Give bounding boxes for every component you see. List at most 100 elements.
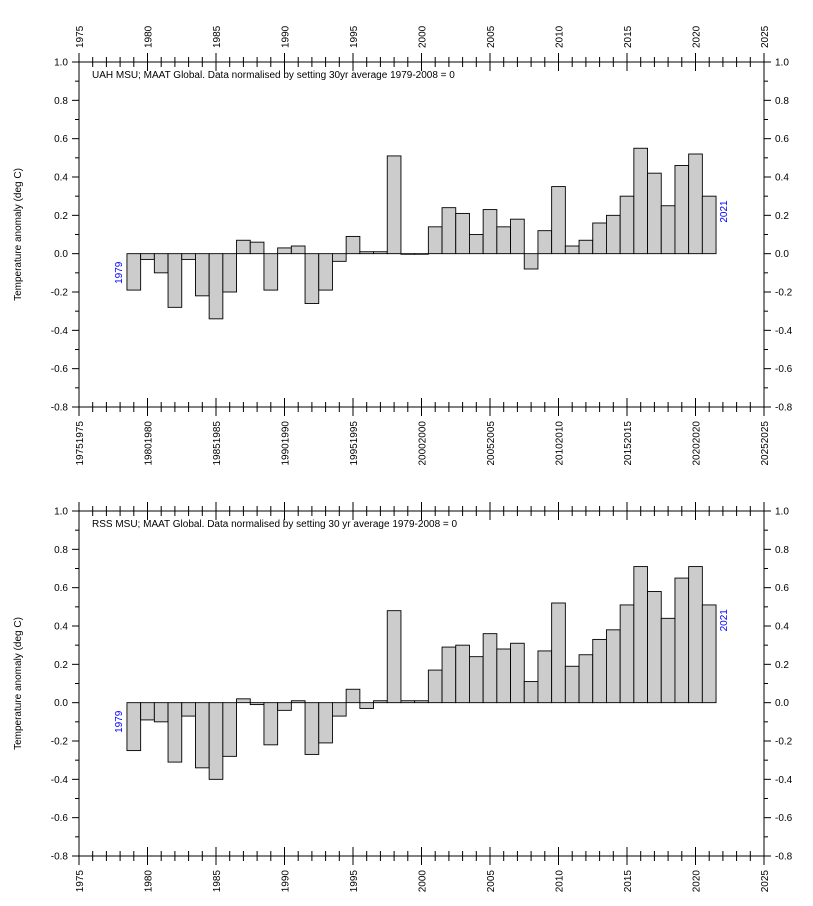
bar-2018 bbox=[660, 205, 676, 255]
bar-1999 bbox=[400, 253, 416, 255]
bar-1995 bbox=[345, 235, 361, 255]
bar-2011 bbox=[564, 665, 580, 704]
y-tick-label-right: 0.0 bbox=[775, 249, 789, 260]
bar-2017 bbox=[647, 591, 662, 704]
y-tick-label: 0.8 bbox=[54, 96, 68, 107]
y-tick-label: 0.2 bbox=[54, 211, 68, 222]
bar-1984 bbox=[194, 702, 210, 769]
x-tick-label-bottom: 1990 bbox=[281, 870, 292, 893]
bar-2021 bbox=[701, 195, 717, 255]
x-tick-label-top: 1980 bbox=[144, 25, 155, 48]
bar-2019 bbox=[674, 165, 690, 255]
bar-1980 bbox=[140, 702, 155, 721]
y-tick-label-right: 0.8 bbox=[775, 545, 789, 556]
y-tick-label: -0.4 bbox=[51, 775, 69, 786]
y-tick-label-right: -0.6 bbox=[775, 813, 793, 824]
bar-1979 bbox=[126, 702, 142, 752]
x-tick-label-bottom: 2005 bbox=[486, 870, 497, 893]
bar-1985 bbox=[208, 702, 224, 780]
y-tick-label: 0.6 bbox=[54, 134, 68, 145]
y-tick-label-right: -0.4 bbox=[775, 326, 793, 337]
y-tick-label-right: 0.2 bbox=[775, 211, 789, 222]
x-tick-label-bottom: 20102010 bbox=[555, 421, 566, 466]
y-tick-label: 0.6 bbox=[54, 583, 68, 594]
x-tick-label-bottom: 20202020 bbox=[692, 421, 703, 466]
bar-2012 bbox=[578, 239, 594, 255]
x-tick-label-bottom: 2010 bbox=[555, 870, 566, 893]
x-tick-label-top: 2015 bbox=[623, 25, 634, 48]
bar-2001 bbox=[427, 669, 443, 704]
bar-2003 bbox=[455, 212, 470, 255]
bar-1998 bbox=[386, 610, 402, 704]
y-tick-label: 0.4 bbox=[54, 173, 68, 184]
y-tick-label: -0.2 bbox=[51, 288, 69, 299]
start-year-label: 1979 bbox=[114, 710, 125, 733]
x-tick-label-bottom: 2020 bbox=[692, 870, 703, 893]
bar-2002 bbox=[441, 646, 457, 704]
x-tick-label-bottom: 19751975 bbox=[75, 421, 86, 466]
y-tick-label-right: -0.2 bbox=[775, 737, 793, 748]
x-tick-label-bottom: 2000 bbox=[418, 870, 429, 893]
y-tick-label: 1.0 bbox=[54, 58, 68, 69]
bar-2017 bbox=[647, 172, 662, 255]
y-axis-label: Temperature anomaly (deg C) bbox=[13, 168, 24, 301]
bar-1994 bbox=[332, 253, 347, 262]
bar-2007 bbox=[510, 218, 525, 255]
bar-1981 bbox=[153, 253, 169, 274]
y-tick-label-right: 0.6 bbox=[775, 134, 789, 145]
chart-title: UAH MSU; MAAT Global. Data normalised by… bbox=[92, 70, 455, 81]
x-tick-label-bottom: 19801980 bbox=[144, 421, 155, 466]
bar-2006 bbox=[496, 648, 512, 704]
y-tick-label-right: -0.8 bbox=[775, 403, 793, 414]
bar-2016 bbox=[633, 566, 648, 704]
bar-1995 bbox=[345, 688, 361, 704]
bar-1985 bbox=[208, 253, 224, 320]
bar-2020 bbox=[688, 153, 703, 255]
y-tick-label: -0.8 bbox=[51, 852, 69, 863]
bar-1988 bbox=[249, 241, 265, 255]
bar-2004 bbox=[469, 234, 484, 255]
bar-2000 bbox=[414, 253, 429, 255]
y-tick-label-right: 0.6 bbox=[775, 583, 789, 594]
bar-1990 bbox=[277, 702, 292, 711]
x-tick-label-bottom: 2025 bbox=[760, 870, 771, 893]
x-tick-label-top: 2020 bbox=[692, 25, 703, 48]
bar-2005 bbox=[482, 209, 498, 255]
y-tick-label: -0.8 bbox=[51, 403, 69, 414]
bar-1993 bbox=[318, 702, 333, 744]
bar-1982 bbox=[167, 253, 183, 308]
x-tick-label-bottom: 2015 bbox=[623, 870, 634, 893]
y-tick-label: -0.2 bbox=[51, 737, 69, 748]
bar-1979 bbox=[126, 253, 142, 291]
bar-2012 bbox=[578, 654, 594, 704]
bar-2013 bbox=[592, 222, 607, 255]
end-year-label: 2021 bbox=[719, 609, 730, 632]
y-tick-label: 0.2 bbox=[54, 660, 68, 671]
bar-1991 bbox=[290, 700, 306, 704]
bar-1982 bbox=[167, 702, 183, 763]
x-tick-label-bottom: 1995 bbox=[349, 870, 360, 893]
bar-1981 bbox=[153, 702, 169, 723]
y-tick-label: 1.0 bbox=[54, 507, 68, 518]
bar-2008 bbox=[523, 681, 539, 704]
chart-title: RSS MSU; MAAT Global. Data normalised by… bbox=[92, 519, 458, 530]
x-tick-label-bottom: 19851985 bbox=[212, 421, 223, 466]
bar-2007 bbox=[510, 642, 525, 704]
bar-2014 bbox=[606, 214, 621, 255]
bar-1989 bbox=[263, 253, 279, 291]
x-tick-label-bottom: 20252025 bbox=[760, 421, 771, 466]
start-year-label: 1979 bbox=[114, 261, 125, 284]
bar-2010 bbox=[551, 602, 566, 704]
bar-1987 bbox=[236, 239, 251, 255]
chart-panel-2: -0.8 -0.8 -0.6 -0.6 -0.4 -0.4 -0.2 -0.2 0.0 0.0 0.… bbox=[13, 502, 793, 892]
bar-1983 bbox=[181, 702, 196, 717]
bar-1994 bbox=[332, 702, 347, 717]
x-tick-label-bottom: 19901990 bbox=[281, 421, 292, 466]
bar-1991 bbox=[290, 245, 306, 255]
end-year-label: 2021 bbox=[719, 200, 730, 223]
y-tick-label-right: 0.4 bbox=[775, 622, 789, 633]
bar-1988 bbox=[249, 702, 265, 706]
x-tick-label-top: 1975 bbox=[75, 25, 86, 48]
x-tick-label-top: 1985 bbox=[212, 25, 223, 48]
